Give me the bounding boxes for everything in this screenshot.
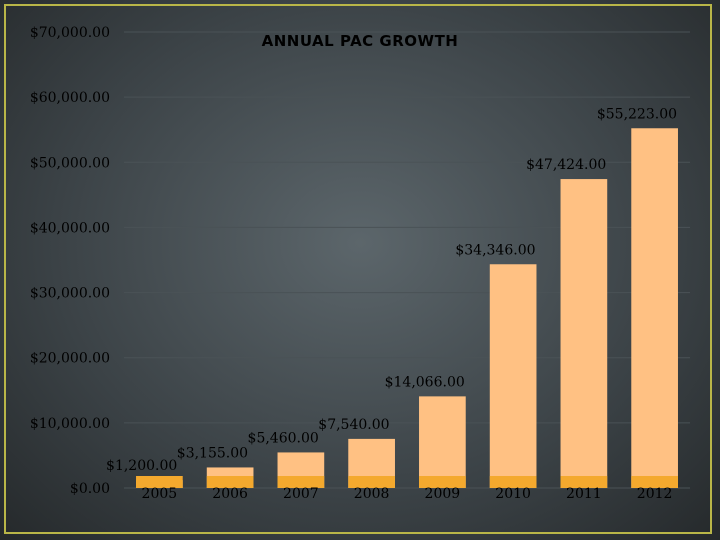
x-tick-label: 2009 bbox=[425, 486, 461, 502]
data-label: $1,200.00 bbox=[106, 458, 177, 474]
data-label: $3,155.00 bbox=[177, 445, 248, 461]
x-tick-label: 2005 bbox=[142, 486, 178, 502]
data-label: $5,460.00 bbox=[248, 430, 319, 446]
bar-base bbox=[277, 476, 325, 488]
y-tick-label: $0.00 bbox=[70, 481, 110, 497]
x-tick-label: 2011 bbox=[566, 486, 602, 502]
bars bbox=[136, 128, 678, 488]
data-label: $55,223.00 bbox=[597, 106, 677, 122]
bar bbox=[489, 264, 537, 488]
x-tick-label: 2008 bbox=[354, 486, 390, 502]
chart-title: ANNUAL PAC GROWTH bbox=[262, 32, 459, 50]
bar bbox=[560, 179, 608, 488]
bar-base bbox=[419, 476, 466, 488]
bar-base bbox=[631, 476, 678, 488]
x-tick-label: 2012 bbox=[637, 486, 673, 502]
y-tick-label: $70,000.00 bbox=[30, 25, 110, 41]
slide-frame bbox=[4, 4, 712, 534]
data-labels: $1,200.00$3,155.00$5,460.00$7,540.00 $14,… bbox=[106, 106, 677, 474]
bar-base bbox=[206, 476, 254, 488]
bar bbox=[419, 396, 466, 488]
y-tick-label: $50,000.00 bbox=[30, 155, 110, 171]
bar bbox=[631, 128, 678, 488]
y-tick-label: $60,000.00 bbox=[30, 90, 110, 106]
data-label: $14,066.00 bbox=[385, 374, 465, 390]
bar-base bbox=[560, 476, 608, 488]
x-tick-label: 2006 bbox=[212, 486, 248, 502]
data-label: $47,424.00 bbox=[526, 157, 606, 173]
bar-base bbox=[136, 476, 183, 488]
y-tick-label: $40,000.00 bbox=[30, 220, 110, 236]
y-tick-label: $10,000.00 bbox=[30, 416, 110, 432]
bar-base bbox=[348, 476, 395, 488]
y-axis-ticks: $0.00 $10,000.00 $20,000.00 $30,000.00 $40,0… bbox=[30, 25, 110, 497]
data-label: $34,346.00 bbox=[455, 242, 535, 258]
data-label: $7,540.00 bbox=[318, 417, 389, 433]
x-tick-label: 2007 bbox=[283, 486, 319, 502]
y-tick-label: $30,000.00 bbox=[30, 286, 110, 302]
y-tick-label: $20,000.00 bbox=[30, 351, 110, 367]
x-axis-ticks: 2005 2006 2007 2008 2009 2010 2011 2012 bbox=[142, 486, 673, 502]
x-tick-label: 2010 bbox=[495, 486, 531, 502]
bar-base bbox=[489, 476, 537, 488]
